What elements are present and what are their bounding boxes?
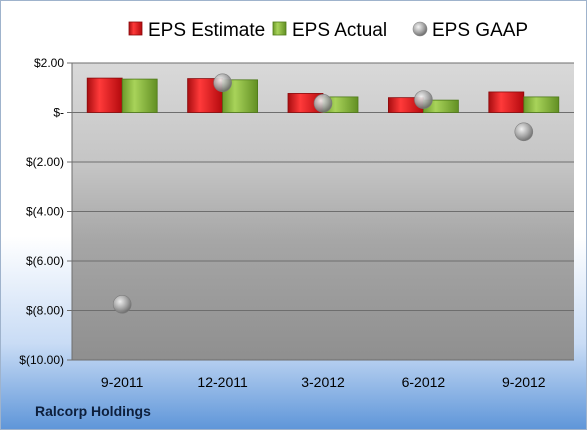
y-axis-ticks: $2.00 $- $(2.00) $(4.00) $(6.00) $(8.00) $(10.… [19, 56, 64, 367]
y-tick-label: $(10.00) [19, 353, 64, 367]
legend-swatch [272, 21, 287, 36]
y-tick-label: $(8.00) [26, 304, 64, 318]
x-tick-label: 9-2011 [101, 374, 144, 390]
legend: EPS Estimate EPS Actual EPS GAAP [128, 20, 528, 41]
y-tick-label: $(4.00) [26, 205, 64, 219]
estimate-bar-9-2012 [488, 91, 525, 113]
gaap-point-9-2011 [112, 295, 132, 314]
gaap-points [112, 73, 534, 314]
legend-label: EPS GAAP [432, 20, 528, 41]
x-tick-label: 3-2012 [301, 374, 345, 390]
actual-bar-9-2011 [121, 78, 158, 113]
estimate-bar-9-2011 [86, 77, 123, 113]
y-tick-label: $2.00 [34, 56, 64, 70]
actual-bar-9-2012 [523, 96, 560, 113]
legend-label: EPS Estimate [148, 20, 265, 41]
x-tick-label: 9-2012 [502, 374, 546, 390]
gaap-point-9-2012 [514, 122, 534, 142]
gaap-point-12-2011 [213, 73, 232, 93]
y-tick-label: $(6.00) [26, 254, 64, 268]
x-axis-ticks: 9-2011 12-2011 3-2012 6-2012 9-2012 [101, 374, 546, 390]
gaap-point-3-2012 [313, 94, 333, 113]
company-label: Ralcorp Holdings [35, 403, 151, 419]
legend-label: EPS Actual [292, 20, 387, 41]
legend-swatch [128, 21, 143, 36]
x-tick-label: 6-2012 [402, 374, 446, 390]
y-tick-label: $(2.00) [26, 155, 64, 169]
legend-swatch [412, 21, 428, 37]
y-tick-label: $- [53, 106, 64, 120]
gaap-point-6-2012 [414, 90, 433, 109]
x-tick-label: 12-2011 [197, 374, 248, 390]
